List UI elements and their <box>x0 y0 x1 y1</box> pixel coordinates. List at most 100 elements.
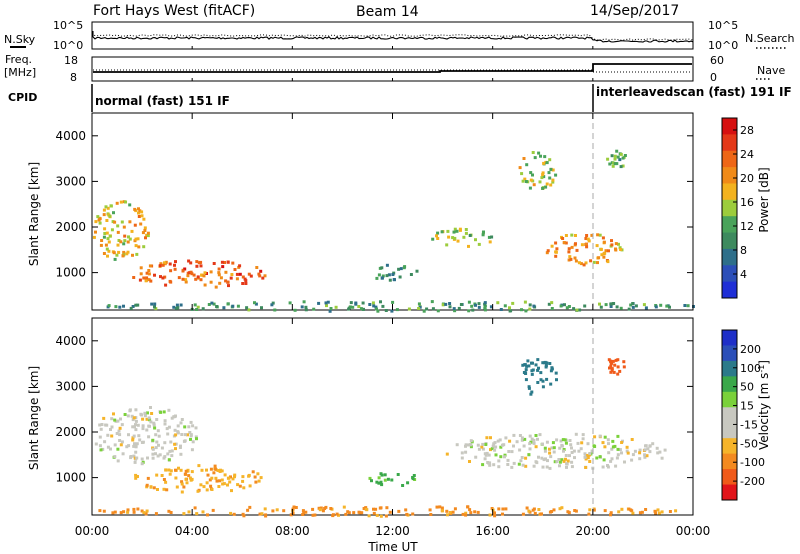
data-cell <box>483 301 487 305</box>
data-cell <box>147 272 151 276</box>
date-label: 14/Sep/2017 <box>590 3 679 19</box>
data-cell <box>162 478 166 481</box>
data-cell <box>509 309 513 313</box>
data-cell <box>151 447 155 451</box>
data-cell <box>532 304 536 308</box>
data-cell <box>247 474 251 478</box>
data-cell <box>251 470 255 474</box>
data-cell <box>567 305 571 308</box>
data-cell <box>142 511 146 515</box>
data-cell <box>538 180 542 184</box>
data-cell <box>570 245 574 249</box>
data-cell <box>412 474 416 477</box>
data-cell <box>545 377 549 381</box>
data-cell <box>644 508 648 511</box>
data-cell <box>506 463 510 466</box>
data-cell <box>208 478 212 482</box>
data-cell <box>150 302 154 306</box>
data-cell <box>131 436 135 440</box>
data-cell <box>543 446 547 450</box>
data-cell <box>167 425 171 429</box>
data-cell <box>630 458 634 462</box>
colorbar-segment <box>722 484 737 501</box>
data-cell <box>550 307 554 310</box>
data-cell <box>371 301 375 305</box>
data-cell <box>180 480 184 484</box>
data-cell <box>614 242 618 246</box>
data-cell <box>230 273 234 276</box>
data-cell <box>149 485 153 489</box>
data-cell <box>404 508 408 512</box>
data-cell <box>568 255 572 259</box>
data-cell <box>602 255 606 259</box>
data-cell <box>361 301 365 305</box>
colorbar-segment <box>722 469 737 486</box>
data-cell <box>176 424 180 428</box>
data-cell <box>133 207 137 211</box>
data-cell <box>525 506 529 510</box>
data-cell <box>548 158 552 162</box>
data-cell <box>614 464 618 468</box>
data-cell <box>116 459 120 463</box>
noise-panel-frame <box>91 21 694 50</box>
data-cell <box>137 215 141 218</box>
data-cell <box>165 427 169 431</box>
data-cell <box>94 220 98 224</box>
data-cell <box>189 261 193 265</box>
data-cell <box>294 506 298 509</box>
data-cell <box>506 458 510 462</box>
data-cell <box>545 182 549 186</box>
data-cell <box>494 453 498 457</box>
data-cell <box>512 444 515 448</box>
data-cell <box>324 301 328 305</box>
data-cell <box>211 508 215 512</box>
data-cell <box>528 186 532 190</box>
data-cell <box>631 511 635 515</box>
data-cell <box>485 451 489 455</box>
data-cell <box>100 239 104 242</box>
data-cell <box>615 456 619 460</box>
data-cell <box>380 266 384 270</box>
data-cell <box>182 439 186 443</box>
data-cell <box>166 452 170 456</box>
data-cell <box>613 444 617 448</box>
data-cell <box>613 157 617 161</box>
data-cell <box>466 505 470 509</box>
noise-tick-bottom-left: 10^0 <box>53 39 83 52</box>
y-tick-label: 1000 <box>55 266 86 280</box>
data-cell <box>560 458 564 462</box>
data-cell <box>247 272 251 276</box>
data-cell <box>229 511 233 515</box>
data-cell <box>541 186 545 190</box>
data-cell <box>311 513 315 517</box>
data-cell <box>610 361 614 365</box>
data-cell <box>625 445 629 449</box>
data-cell <box>452 230 456 234</box>
data-cell <box>122 242 126 246</box>
colorbar-segment <box>722 183 737 201</box>
data-cell <box>144 236 147 240</box>
data-cell <box>134 445 138 449</box>
data-cell <box>574 509 578 513</box>
data-cell <box>598 455 602 459</box>
data-cell <box>218 281 222 285</box>
data-cell <box>551 180 555 184</box>
data-cell <box>593 435 597 439</box>
data-cell <box>98 509 102 513</box>
data-cell <box>195 260 199 264</box>
data-cell <box>354 302 358 306</box>
data-cell <box>254 480 258 484</box>
data-cell <box>446 513 449 517</box>
data-cell <box>377 476 381 480</box>
data-cell <box>613 162 617 166</box>
data-cell <box>163 419 167 423</box>
data-cell <box>275 508 279 512</box>
data-cell <box>96 215 100 219</box>
data-cell <box>180 482 184 486</box>
data-cell <box>542 175 546 179</box>
data-cell <box>364 506 368 510</box>
data-cell <box>606 465 610 469</box>
data-cell <box>292 505 296 509</box>
data-cell <box>612 302 616 305</box>
data-cell <box>599 305 603 309</box>
